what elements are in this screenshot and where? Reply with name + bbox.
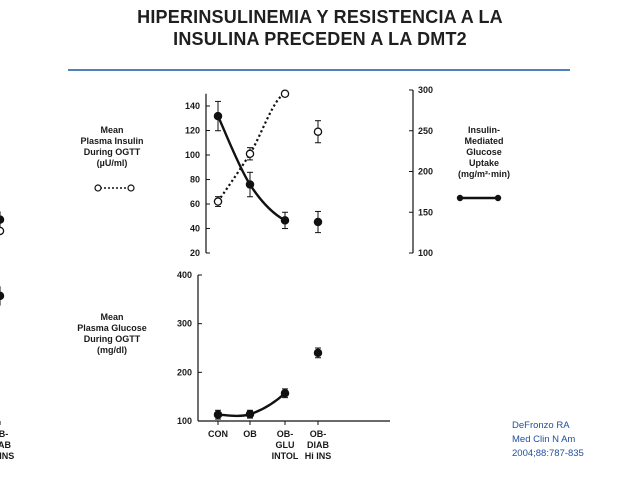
bottom-glucose-point [313, 348, 323, 358]
slide-title-line-1: HIPERINSULINEMIA Y RESISTENCIA A LA [137, 7, 503, 27]
top-right-axis-label-line: Glucose [466, 147, 502, 157]
top-left-tick-label: 140 [185, 101, 200, 111]
top-left-tick-label: 60 [190, 199, 200, 209]
citation: DeFronzo RA Med Clin N Am 2004;88:787-83… [512, 419, 584, 461]
category-label: OB [243, 429, 257, 439]
top-right-tick-label: 250 [418, 126, 433, 136]
top-glucose_uptake-point [0, 215, 5, 224]
top-right-axis-label-line: Mediated [464, 136, 503, 146]
top-left-tick-label: 100 [185, 150, 200, 160]
uptake-legend-marker [456, 194, 464, 202]
top-right-tick-label: 300 [418, 85, 433, 95]
top-left-axis-label-line: (µU/ml) [97, 158, 128, 168]
category-label: DIAB [307, 440, 329, 450]
category-label: CON [208, 429, 228, 439]
bottom-left-axis-label-line: During OGTT [84, 334, 141, 344]
bottom-left-axis-label-line: Mean [100, 312, 123, 322]
top-left-tick-label: 80 [190, 175, 200, 185]
category-label: Lo INS [0, 451, 14, 461]
top-right-axis-label-line: (mg/m²·min) [458, 169, 510, 179]
citation-author: DeFronzo RA [512, 420, 570, 431]
insulin-legend-marker [127, 184, 135, 192]
top-right-tick-label: 200 [418, 167, 433, 177]
bottom-left-tick-label: 400 [177, 270, 192, 280]
category-label: INTOL [272, 451, 299, 461]
top-glucose_uptake-point [245, 180, 255, 189]
top-insulin-point [313, 127, 323, 136]
bottom-left-tick-label: 200 [177, 367, 192, 377]
top-glucose_uptake-point [213, 111, 223, 121]
category-label: OB- [0, 429, 8, 439]
slide-title-line-2: INSULINA PRECEDEN A LA DMT2 [173, 29, 467, 49]
title-divider [68, 69, 570, 71]
top-left-axis-label-line: Plasma Insulin [80, 136, 143, 146]
top-right-tick-label: 150 [418, 207, 433, 217]
top-insulin-point [213, 197, 223, 206]
citation-reference: 2004;88:787-835 [512, 448, 584, 459]
top-insulin-point [0, 226, 5, 236]
category-label: GLU [276, 440, 295, 450]
top-glucose_uptake-point [313, 217, 323, 227]
top-left-tick-label: 120 [185, 126, 200, 136]
top-insulin-point [245, 149, 255, 159]
bottom-left-tick-label: 100 [177, 416, 192, 426]
bottom-glucose-point [0, 291, 5, 301]
bottom-glucose-point [245, 409, 255, 419]
top-left-axis-label-line: During OGTT [84, 147, 141, 157]
uptake-legend-marker [494, 194, 502, 202]
category-label: OB- [310, 429, 327, 439]
slide-title: HIPERINSULINEMIA Y RESISTENCIA A LA INSU… [40, 6, 600, 50]
category-label: DIAB [0, 440, 11, 450]
bottom-glucose-point [213, 410, 223, 419]
top-right-axis-label-line: Insulin- [468, 125, 500, 135]
top-right-tick-label: 100 [418, 248, 433, 258]
top-glucose_uptake-point [280, 216, 290, 225]
top-insulin-point [280, 89, 290, 99]
bottom-left-axis-label-line: (mg/dl) [97, 345, 127, 355]
category-label: OB- [277, 429, 294, 439]
top-glucose_uptake-line [216, 115, 286, 222]
top-left-tick-label: 40 [190, 224, 200, 234]
insulin-legend-marker [94, 184, 102, 192]
citation-journal: Med Clin N Am [512, 434, 576, 445]
bottom-left-tick-label: 300 [177, 319, 192, 329]
bottom-left-axis-label-line: Plasma Glucose [77, 323, 147, 333]
category-label: Hi INS [305, 451, 332, 461]
top-right-axis-label-line: Uptake [469, 158, 499, 168]
top-left-tick-label: 20 [190, 248, 200, 258]
bottom-glucose-point [280, 389, 290, 398]
top-left-axis-label-line: Mean [100, 125, 123, 135]
